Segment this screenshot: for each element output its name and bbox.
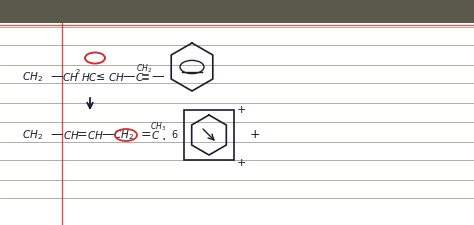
Text: $\mathit{C}$: $\mathit{C}$: [135, 71, 144, 83]
Text: $\mathit{CH_2}$: $\mathit{CH_2}$: [136, 63, 152, 75]
Text: —: —: [101, 128, 113, 142]
Text: 6: 6: [171, 130, 177, 140]
Text: ≤: ≤: [96, 72, 105, 82]
Text: $\mathit{CH}$: $\mathit{CH}$: [62, 71, 79, 83]
Text: $\mathit{CH_2}$: $\mathit{CH_2}$: [113, 128, 134, 142]
Bar: [0, 0, 474, 22]
Text: +: +: [250, 128, 261, 142]
Text: —: —: [50, 128, 63, 142]
Text: —: —: [122, 70, 135, 83]
Bar: [184, 110, 234, 160]
Text: .: .: [162, 129, 166, 143]
Text: $\mathit{CH_3}$: $\mathit{CH_3}$: [150, 121, 166, 133]
Text: +: +: [237, 105, 246, 115]
Text: $\mathit{CH_2}$: $\mathit{CH_2}$: [22, 128, 43, 142]
Text: $\mathit{C}$: $\mathit{C}$: [151, 129, 160, 141]
Text: $\mathit{HC}$: $\mathit{HC}$: [81, 71, 98, 83]
Text: =: =: [77, 128, 88, 142]
Text: $\mathit{CH}$: $\mathit{CH}$: [108, 71, 125, 83]
Text: —: —: [151, 70, 164, 83]
Text: =: =: [141, 128, 152, 142]
Text: $\mathit{CH_2}$: $\mathit{CH_2}$: [22, 70, 43, 84]
Text: $\mathit{CH}$: $\mathit{CH}$: [87, 129, 104, 141]
Text: 2: 2: [76, 69, 81, 75]
Text: $\mathit{CH}$: $\mathit{CH}$: [63, 129, 80, 141]
Text: +: +: [237, 158, 246, 168]
Text: —: —: [50, 70, 63, 83]
